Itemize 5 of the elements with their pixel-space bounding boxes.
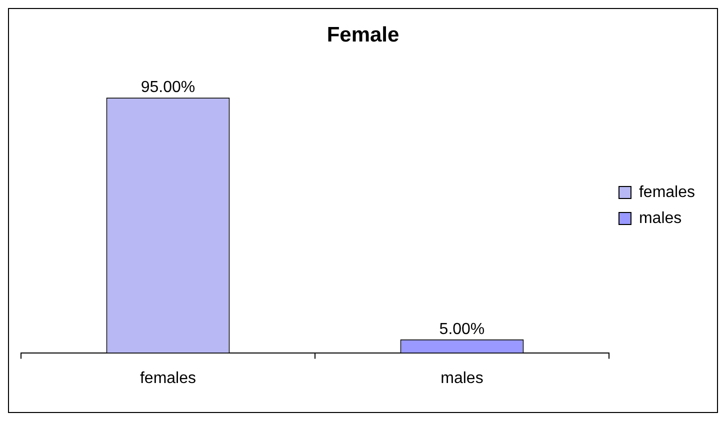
chart-title: Female [326,23,400,46]
data-label: 95.00% [140,79,196,96]
legend-label: females [638,184,696,201]
data-label: 5.00% [439,320,485,338]
legend-label: males [638,210,682,227]
